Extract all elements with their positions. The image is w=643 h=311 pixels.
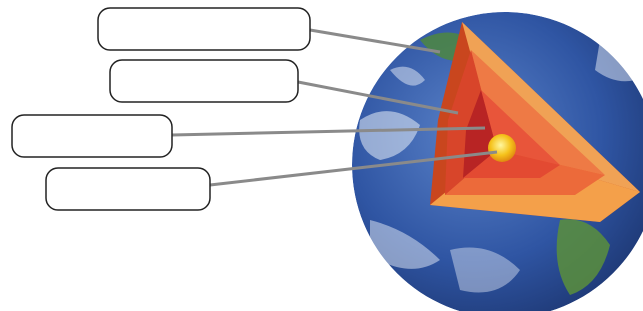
label-box[interactable]	[110, 60, 298, 102]
label-box[interactable]	[46, 168, 210, 210]
label-box[interactable]	[98, 8, 310, 50]
page: (() => { const data = JSON.parse(documen…	[0, 0, 643, 311]
label-box[interactable]	[12, 115, 172, 157]
earth-layers-diagram	[0, 0, 643, 311]
inner-core	[488, 134, 516, 162]
